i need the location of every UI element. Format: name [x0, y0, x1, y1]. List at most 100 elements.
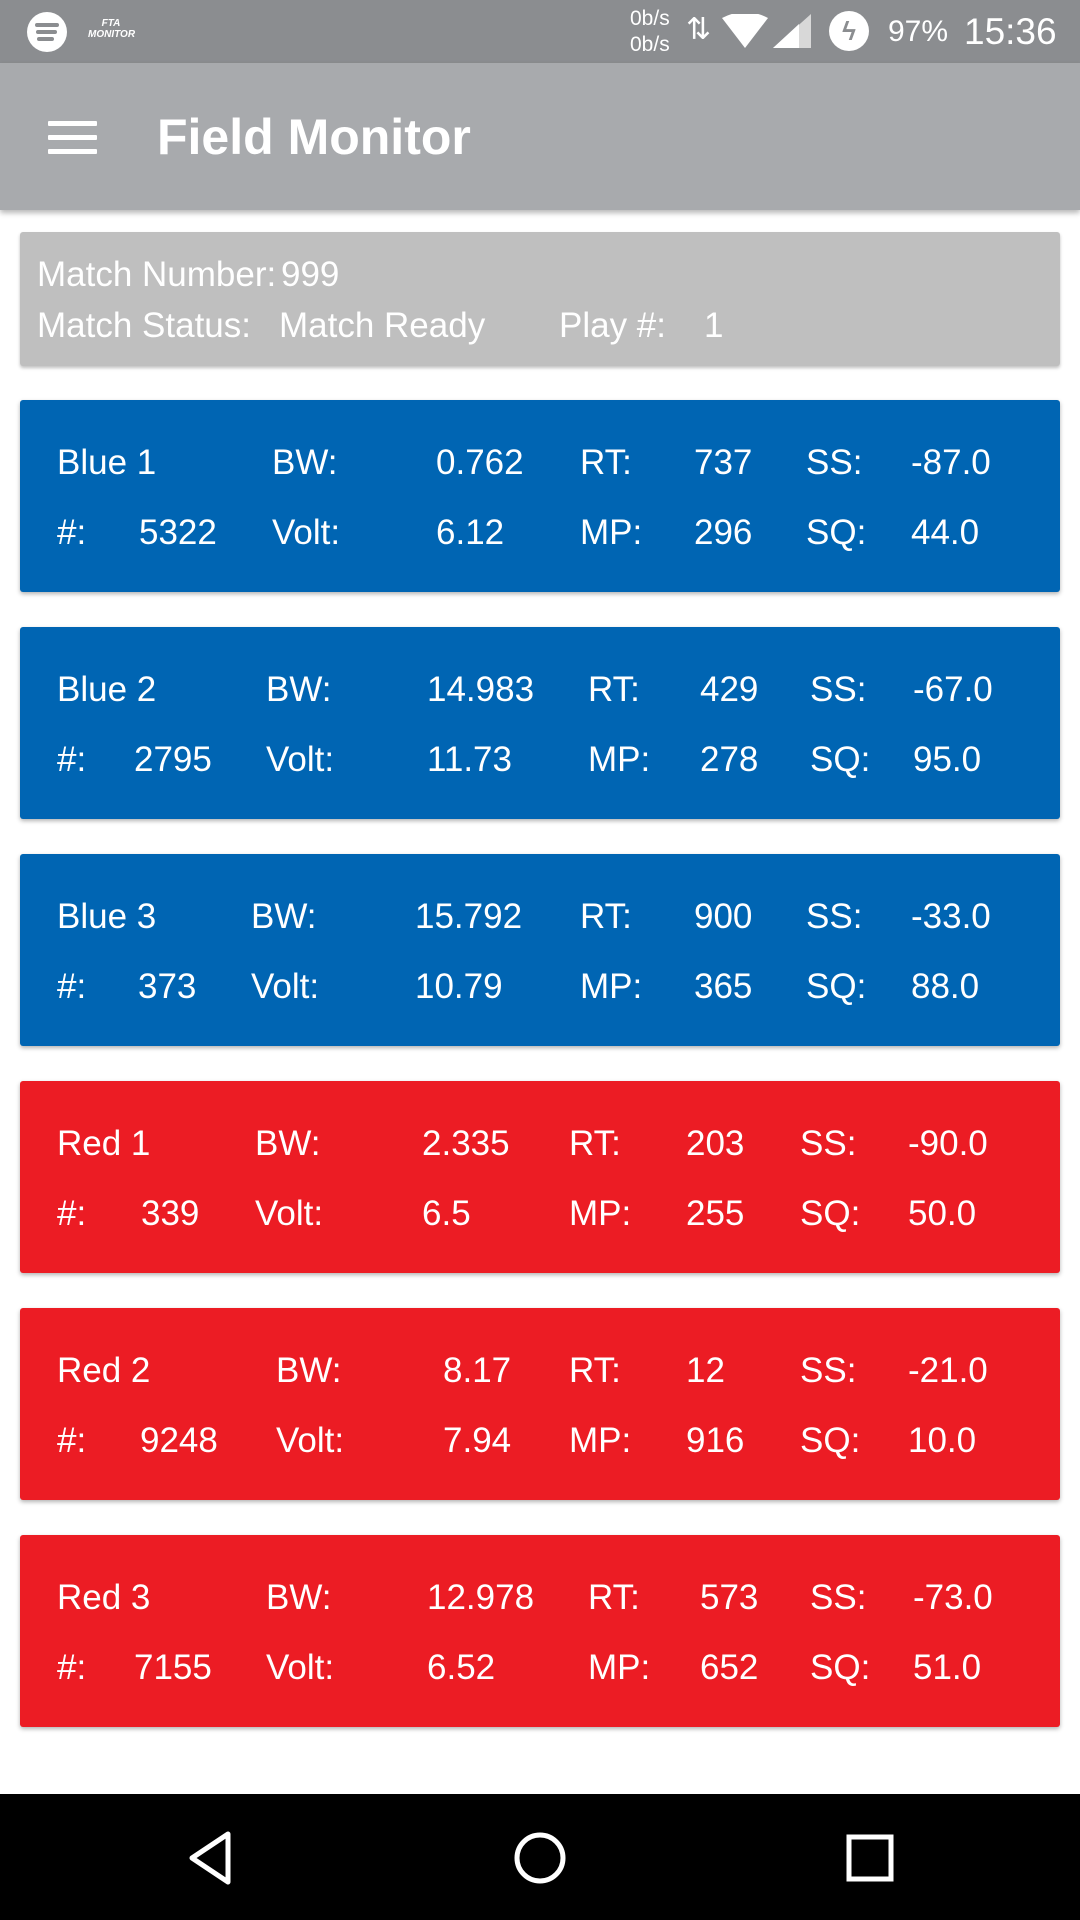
station-name: Blue 2: [57, 670, 157, 709]
rt-label: RT:: [569, 1124, 621, 1163]
mp-label: MP:: [580, 513, 643, 552]
bw-label: BW:: [276, 1351, 342, 1390]
cell-signal-icon: [773, 14, 811, 48]
ss-value: -90.0: [908, 1124, 988, 1163]
match-info-panel: Match Number: 999 Match Status: Match Re…: [20, 232, 1060, 366]
rt-value: 900: [694, 897, 753, 936]
team-label: #:: [57, 513, 87, 552]
team-number: 373: [138, 967, 197, 1006]
ss-label: SS:: [800, 1351, 857, 1390]
sq-value: 51.0: [913, 1648, 982, 1687]
mp-value: 296: [694, 513, 753, 552]
mp-label: MP:: [569, 1421, 632, 1460]
volt-value: 10.79: [415, 967, 503, 1006]
mp-value: 652: [700, 1648, 759, 1687]
volt-value: 6.5: [422, 1194, 471, 1233]
match-number-label: Match Number:: [37, 255, 277, 294]
station-card-red-2: Red 2 BW: 8.17 RT: 12 SS: -21.0 #: 9248 …: [20, 1308, 1060, 1500]
sq-label: SQ:: [806, 967, 867, 1006]
hamburger-menu-icon[interactable]: [40, 109, 105, 165]
volt-value: 6.12: [436, 513, 505, 552]
sq-value: 88.0: [911, 967, 980, 1006]
spotify-icon: [27, 12, 67, 52]
mp-value: 365: [694, 967, 753, 1006]
volt-label: Volt:: [266, 740, 335, 779]
station-name: Red 1: [57, 1124, 151, 1163]
back-icon[interactable]: [178, 1826, 242, 1890]
clock: 15:36: [964, 11, 1057, 52]
rate-down: 0b/s: [630, 33, 670, 56]
rt-value: 203: [686, 1124, 745, 1163]
team-label: #:: [57, 967, 87, 1006]
sq-label: SQ:: [800, 1194, 861, 1233]
recents-icon[interactable]: [838, 1826, 902, 1890]
rt-value: 573: [700, 1578, 759, 1617]
wifi-icon: [722, 14, 768, 48]
status-bar: FTA MONITOR 0b/s 0b/s ⇅ ϟ 97% 15:36: [0, 0, 1080, 63]
ss-value: -21.0: [908, 1351, 988, 1390]
mp-label: MP:: [580, 967, 643, 1006]
volt-label: Volt:: [255, 1194, 324, 1233]
rt-label: RT:: [569, 1351, 621, 1390]
station-card-blue-3: Blue 3 BW: 15.792 RT: 900 SS: -33.0 #: 3…: [20, 854, 1060, 1046]
bw-label: BW:: [255, 1124, 321, 1163]
volt-label: Volt:: [272, 513, 341, 552]
bw-value: 2.335: [422, 1124, 510, 1163]
ss-label: SS:: [800, 1124, 857, 1163]
bw-label: BW:: [266, 670, 332, 709]
bw-value: 14.983: [427, 670, 535, 709]
home-icon[interactable]: [508, 1826, 572, 1890]
volt-value: 11.73: [427, 740, 512, 779]
mp-label: MP:: [588, 1648, 651, 1687]
bw-label: BW:: [251, 897, 317, 936]
team-number: 7155: [134, 1648, 212, 1687]
volt-label: Volt:: [276, 1421, 345, 1460]
play-number-label: Play #:: [559, 306, 666, 345]
team-number: 9248: [140, 1421, 218, 1460]
play-number: 1: [704, 306, 724, 345]
mp-value: 916: [686, 1421, 745, 1460]
volt-label: Volt:: [251, 967, 320, 1006]
match-number: 999: [281, 255, 340, 294]
team-label: #:: [57, 740, 87, 779]
team-label: #:: [57, 1648, 87, 1687]
ss-value: -87.0: [911, 443, 991, 482]
data-transfer-icon: ⇅: [686, 13, 712, 46]
rt-label: RT:: [588, 1578, 640, 1617]
mp-label: MP:: [588, 740, 651, 779]
station-card-red-3: Red 3 BW: 12.978 RT: 573 SS: -73.0 #: 71…: [20, 1535, 1060, 1727]
sq-value: 44.0: [911, 513, 980, 552]
rt-label: RT:: [580, 443, 632, 482]
navigation-bar: [0, 1794, 1080, 1920]
sq-label: SQ:: [810, 1648, 871, 1687]
bw-label: BW:: [272, 443, 338, 482]
station-card-red-1: Red 1 BW: 2.335 RT: 203 SS: -90.0 #: 339…: [20, 1081, 1060, 1273]
team-label: #:: [57, 1194, 87, 1233]
match-status-label: Match Status:: [37, 306, 251, 345]
bw-label: BW:: [266, 1578, 332, 1617]
fta-monitor-icon: FTA MONITOR: [88, 18, 136, 40]
team-number: 2795: [134, 740, 212, 779]
match-status: Match Ready: [279, 306, 486, 345]
volt-value: 7.94: [443, 1421, 512, 1460]
bw-value: 12.978: [427, 1578, 535, 1617]
team-number: 5322: [139, 513, 217, 552]
ss-value: -67.0: [913, 670, 993, 709]
bw-value: 0.762: [436, 443, 524, 482]
rate-up: 0b/s: [630, 7, 670, 30]
rt-value: 737: [694, 443, 753, 482]
sq-label: SQ:: [800, 1421, 861, 1460]
battery-charging-icon: ϟ: [829, 11, 869, 51]
ss-label: SS:: [810, 1578, 867, 1617]
mp-value: 278: [700, 740, 759, 779]
rt-label: RT:: [580, 897, 632, 936]
rt-label: RT:: [588, 670, 640, 709]
ss-label: SS:: [806, 443, 863, 482]
app-bar: Field Monitor: [0, 63, 1080, 210]
station-name: Red 2: [57, 1351, 151, 1390]
volt-value: 6.52: [427, 1648, 496, 1687]
mp-value: 255: [686, 1194, 745, 1233]
sq-value: 95.0: [913, 740, 982, 779]
page-title: Field Monitor: [157, 109, 471, 165]
sq-label: SQ:: [806, 513, 867, 552]
